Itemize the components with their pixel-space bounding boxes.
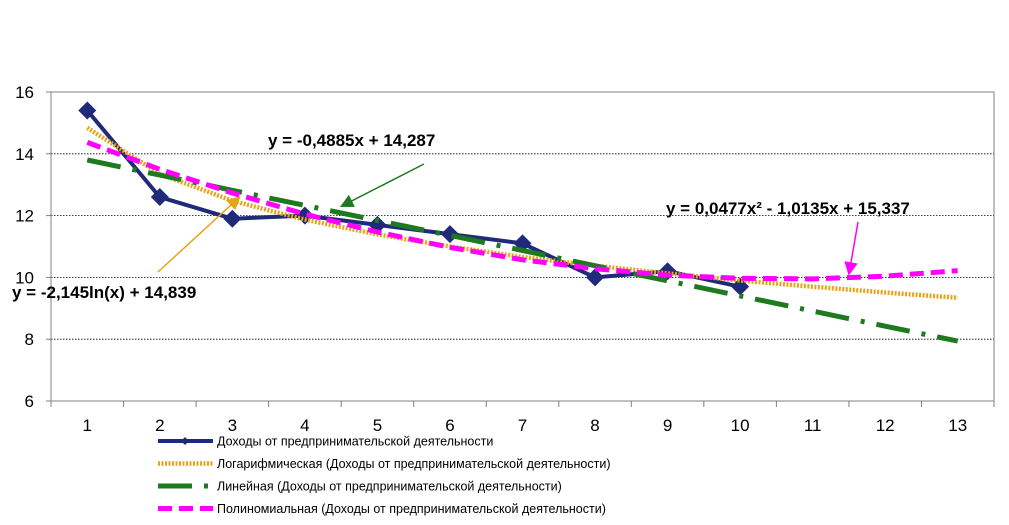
trend-equation: y = -0,4885x + 14,287 (268, 131, 435, 150)
y-tick-label: 16 (15, 83, 34, 102)
x-tick-label: 3 (228, 416, 237, 435)
x-tick-label: 5 (373, 416, 382, 435)
x-tick-label: 11 (804, 416, 822, 435)
x-tick-label: 10 (731, 416, 750, 435)
annotation-arrow (339, 163, 425, 207)
x-tick-label: 8 (590, 416, 599, 435)
legend-label: Доходы от предпринимательской деятельнос… (217, 435, 493, 449)
y-tick-label: 12 (15, 207, 34, 226)
y-tick-label: 10 (15, 268, 34, 287)
series-line (86, 157, 959, 344)
x-tick-label: 1 (83, 416, 92, 435)
data-point (78, 101, 97, 120)
y-tick-label: 8 (25, 330, 34, 349)
legend-label: Полиномиальная (Доходы от предпринимател… (217, 502, 606, 516)
y-tick-label: 6 (25, 392, 34, 411)
x-tick-label: 6 (445, 416, 454, 435)
legend-label: Логарифмическая (Доходы от предпринимате… (217, 457, 611, 471)
data-point (150, 188, 169, 207)
series-layer (78, 101, 959, 344)
trend-equation: y = -2,145ln(x) + 14,839 (12, 283, 196, 302)
annotations-layer: y = -0,4885x + 14,287 y = 0,0477x² - 1,01… (12, 131, 910, 302)
x-axis-ticks: 1 2 3 4 5 6 7 8 9 10 11 12 13 (50, 401, 995, 435)
x-tick-label: 13 (948, 416, 967, 435)
series-line (86, 140, 958, 282)
annotation-arrow (157, 196, 241, 273)
series-1 (86, 125, 958, 301)
legend: Доходы от предпринимательской деятельнос… (158, 435, 611, 516)
annotation-arrow (844, 221, 859, 276)
trend-equation: y = 0,0477x² - 1,0135x + 15,337 (666, 199, 910, 218)
plot-area-frame (50, 91, 995, 402)
series-2 (86, 157, 959, 344)
x-tick-label: 2 (155, 416, 164, 435)
x-tick-label: 9 (663, 416, 672, 435)
grid-lines (51, 153, 994, 340)
y-tick-label: 14 (15, 145, 34, 164)
x-tick-label: 12 (876, 416, 895, 435)
legend-label: Линейная (Доходы от предпринимательской … (217, 480, 562, 494)
data-point (586, 268, 605, 287)
series-line (86, 125, 958, 301)
series-3 (86, 140, 958, 282)
x-tick-label: 7 (518, 416, 527, 435)
legend-marker (181, 437, 189, 445)
data-point (223, 209, 242, 228)
data-point (440, 225, 459, 244)
x-tick-label: 4 (300, 416, 309, 435)
y-axis-ticks: 6 8 10 12 14 16 (15, 83, 51, 411)
